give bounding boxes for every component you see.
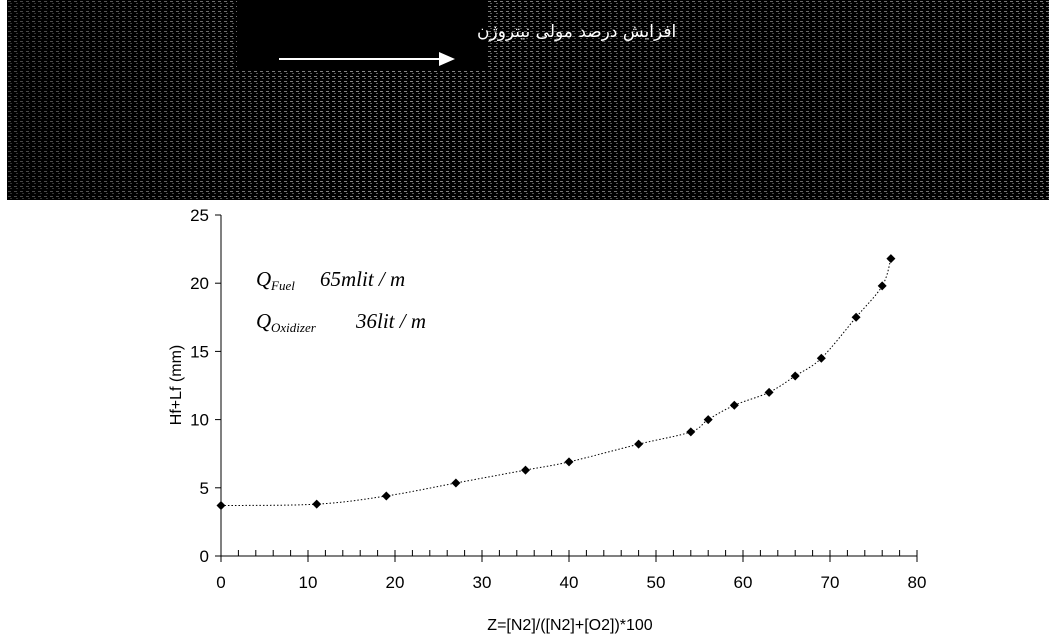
y-tick-label: 10	[190, 411, 209, 430]
strip-caption: افزایش درصد مولی نیتروژن	[477, 22, 676, 42]
x-tick-label: 0	[216, 573, 225, 592]
series-0-line	[220, 258, 892, 507]
annotation-oxidizer-sub: Oxidizer	[271, 320, 317, 335]
photo-shading	[7, 0, 1049, 200]
series-line	[220, 258, 892, 507]
x-tick-label: 70	[821, 573, 840, 592]
data-point	[816, 353, 826, 363]
annotation-fuel-sub: Fuel	[270, 278, 295, 293]
annotation-fuel-value: 65mlit / m	[320, 267, 405, 291]
data-point	[216, 501, 226, 511]
annotation-fuel-label: Q	[256, 267, 271, 291]
y-tick-label: 5	[200, 479, 209, 498]
y-tick-label: 15	[190, 342, 209, 361]
x-tick-label: 80	[908, 573, 927, 592]
chart: Hf+Lf (mm) Z=[N2]/([N2]+[O2])*100 Q Fuel…	[168, 206, 926, 634]
data-point	[634, 439, 644, 449]
y-tick-label: 25	[190, 206, 209, 225]
x-tick-label: 20	[386, 573, 405, 592]
x-tick-label: 50	[647, 573, 666, 592]
data-point	[381, 491, 391, 501]
annotation-oxidizer: Q Oxidizer 36lit / m	[256, 309, 426, 335]
data-point	[851, 312, 861, 322]
flame-photo-strip: افزایش درصد مولی نیتروژن	[7, 0, 1049, 200]
data-point	[312, 499, 322, 509]
x-tick-label: 30	[473, 573, 492, 592]
data-point	[703, 415, 713, 425]
y-axis-title: Hf+Lf (mm)	[168, 345, 185, 425]
x-tick-label: 40	[560, 573, 579, 592]
annotation-fuel: Q Fuel 65mlit / m	[256, 267, 405, 293]
data-point	[877, 281, 887, 291]
data-point	[764, 387, 774, 397]
increase-arrow-head	[439, 52, 455, 66]
y-tick-label: 0	[200, 547, 209, 566]
data-points	[216, 254, 896, 511]
y-tick-label: 20	[190, 274, 209, 293]
data-point	[451, 478, 461, 488]
data-point	[521, 465, 530, 475]
tick-labels: 0 5 10 15 20 25 0 10 20 30 40 50 60 70 80	[190, 206, 926, 592]
x-axis-title: Z=[N2]/([N2]+[O2])*100	[487, 617, 653, 634]
data-point	[886, 254, 896, 264]
annotation-oxidizer-value: 36lit / m	[355, 309, 426, 333]
annotation-oxidizer-label: Q	[256, 309, 271, 333]
data-point	[790, 371, 800, 381]
x-tick-label: 60	[734, 573, 753, 592]
axes	[215, 214, 918, 562]
data-point	[729, 400, 739, 410]
data-point	[686, 427, 696, 437]
data-point	[564, 457, 574, 467]
x-tick-label: 10	[299, 573, 318, 592]
